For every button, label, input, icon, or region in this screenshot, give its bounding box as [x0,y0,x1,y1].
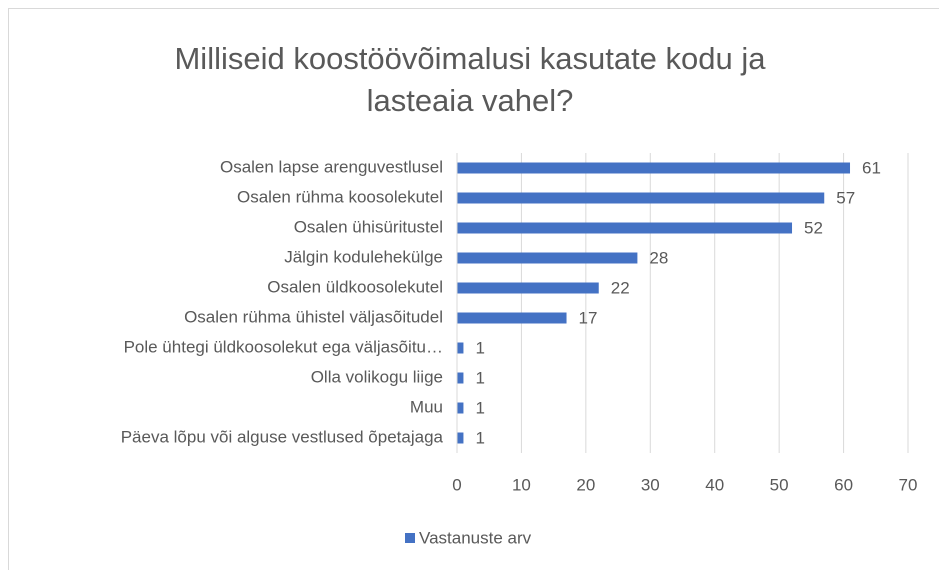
bar [457,252,638,264]
y-tick-label: Osalen rühma koosolekutel [237,187,443,206]
bar [457,282,599,294]
bar [457,312,567,324]
x-tick-label: 10 [512,475,531,494]
data-label: 61 [862,158,881,177]
chart-border [8,8,939,570]
data-label: 1 [475,368,484,387]
y-tick-label: Osalen üldkoosolekutel [267,277,443,296]
x-tick-label: 20 [576,475,595,494]
x-tick-label: 60 [834,475,853,494]
bar [457,222,793,234]
legend-swatch [405,533,415,543]
y-tick-label: Osalen rühma ühistel väljasõitudel [184,307,443,326]
x-tick-label: 0 [452,475,461,494]
data-label: 52 [804,218,823,237]
x-tick-label: 70 [899,475,918,494]
data-label: 22 [611,278,630,297]
y-tick-label: Päeva lõpu või alguse vestlused õpetajag… [121,427,444,446]
bar [457,342,464,354]
chart-title: Milliseid koostöövõimalusi kasutate kodu… [174,41,766,118]
x-tick-label: 50 [770,475,789,494]
x-tick-label: 30 [641,475,660,494]
y-tick-label: Olla volikogu liige [311,367,443,386]
bar [457,432,464,444]
data-label: 57 [836,188,855,207]
y-tick-label: Pole ühtegi üldkoosolekut ega väljasõitu… [124,337,443,356]
data-label: 1 [475,398,484,417]
y-tick-label: Osalen lapse arenguvestlusel [220,157,443,176]
data-label: 1 [475,428,484,447]
y-tick-label: Osalen ühisüritustel [294,217,443,236]
bar [457,402,464,414]
data-label: 28 [649,248,668,267]
legend-label: Vastanuste arv [419,528,532,547]
data-label: 17 [579,308,598,327]
bar [457,372,464,384]
y-tick-label: Muu [410,397,443,416]
bar [457,192,825,204]
bar [457,162,851,174]
x-tick-label: 40 [705,475,724,494]
data-label: 1 [475,338,484,357]
y-tick-label: Jälgin kodulehekülge [284,247,443,266]
